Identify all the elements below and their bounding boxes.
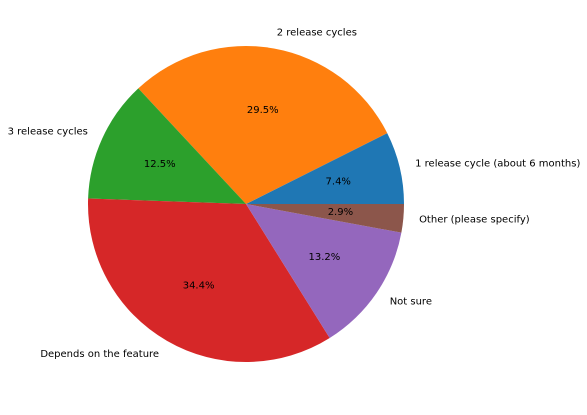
pie-slice-3-release-cycles [88,88,247,204]
category-label-1-release-cycle-about-6-months: 1 release cycle (about 6 months) [415,158,580,169]
category-label-depends-on-the-feature: Depends on the feature [40,349,159,360]
pie-slice-not-sure [246,204,402,339]
slices-layer [87,45,404,362]
pie-slice-other-please-specify [246,204,404,233]
category-label-2-release-cycles: 2 release cycles [277,27,357,38]
category-label-other-please-specify: Other (please specify) [419,214,530,225]
category-label-not-sure: Not sure [390,296,432,307]
pct-label-other-please-specify: 2.9% [328,207,353,218]
pct-label-2-release-cycles: 29.5% [247,105,279,116]
pct-label-not-sure: 13.2% [308,252,340,263]
pct-label-1-release-cycle-about-6-months: 7.4% [326,177,351,188]
category-label-3-release-cycles: 3 release cycles [8,126,88,137]
pie-slice-depends-on-the-feature [87,198,330,362]
pie-slice-2-release-cycles [138,45,388,204]
pct-label-3-release-cycles: 12.5% [144,159,176,170]
percent-labels-layer: 7.4% 29.5% 12.5% 34.4% 13.2% 2.9% [144,105,353,291]
category-labels-layer: 1 release cycle (about 6 months) 2 releas… [8,27,581,360]
pie-slice-1-release-cycle-about-6-months [246,133,404,204]
pct-label-depends-on-the-feature: 34.4% [183,281,215,292]
